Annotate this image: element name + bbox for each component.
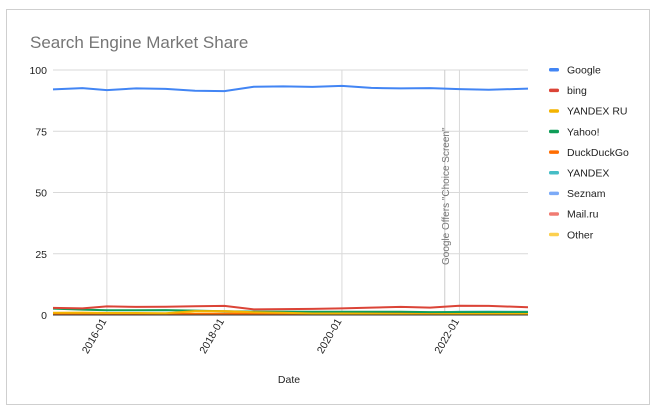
y-tick-label: 25 (35, 249, 47, 261)
series-line-google (52, 84, 529, 93)
legend-swatch (549, 212, 559, 216)
legend-item: Google (549, 65, 601, 77)
legend-label: Seznam (567, 188, 606, 200)
legend-swatch (549, 150, 559, 154)
x-axis-title: Date (278, 374, 300, 386)
grid-layer (53, 69, 528, 315)
series-line-yandex-ru (52, 310, 528, 316)
legend-label: bing (567, 85, 587, 97)
legend: Google bing YANDEX RU Yahoo! DuckDuckGo YANDE… (549, 65, 629, 241)
legend-label: Google (567, 65, 601, 77)
y-tick-label: 0 (41, 310, 47, 322)
y-tick-label: 50 (35, 188, 47, 200)
legend-label: Mail.ru (567, 209, 599, 221)
legend-item: Seznam (549, 188, 606, 200)
legend-swatch (549, 88, 559, 93)
legend-label: Yahoo! (567, 126, 600, 138)
legend-swatch (549, 68, 559, 72)
series-line-bing (52, 304, 529, 311)
chart-card (6, 9, 650, 405)
legend-item: Yahoo! (549, 126, 600, 138)
series-line-yahoo (52, 307, 528, 314)
legend-item: Other (549, 229, 594, 241)
legend-item: bing (549, 85, 587, 97)
y-tick-label: 75 (35, 126, 47, 138)
chart-title: Search Engine Market Share (30, 33, 248, 52)
legend-swatch (549, 129, 559, 134)
legend-swatch (549, 109, 559, 113)
legend-swatch (549, 191, 559, 196)
legend-item: YANDEX RU (549, 106, 627, 118)
legend-swatch (549, 232, 559, 237)
series-layer (52, 84, 529, 316)
legend-item: YANDEX (549, 168, 609, 180)
legend-label: Other (567, 229, 594, 241)
x-tick-label: 2016-01 (80, 316, 110, 356)
legend-item: DuckDuckGo (549, 147, 629, 159)
x-tick-label: 2018-01 (197, 316, 227, 356)
annotation-text: Google Offers "Choice Screen" (441, 127, 452, 265)
x-tick-label: 2020-01 (315, 316, 345, 356)
x-tick-label: 2022-01 (432, 316, 462, 356)
y-tick-label: 100 (29, 65, 47, 77)
legend-label: DuckDuckGo (567, 147, 629, 159)
legend-label: YANDEX RU (567, 106, 627, 118)
legend-label: YANDEX (567, 168, 609, 180)
annotation-layer: Google Offers "Choice Screen" (441, 70, 452, 315)
legend-swatch (549, 171, 559, 175)
legend-item: Mail.ru (549, 209, 599, 221)
